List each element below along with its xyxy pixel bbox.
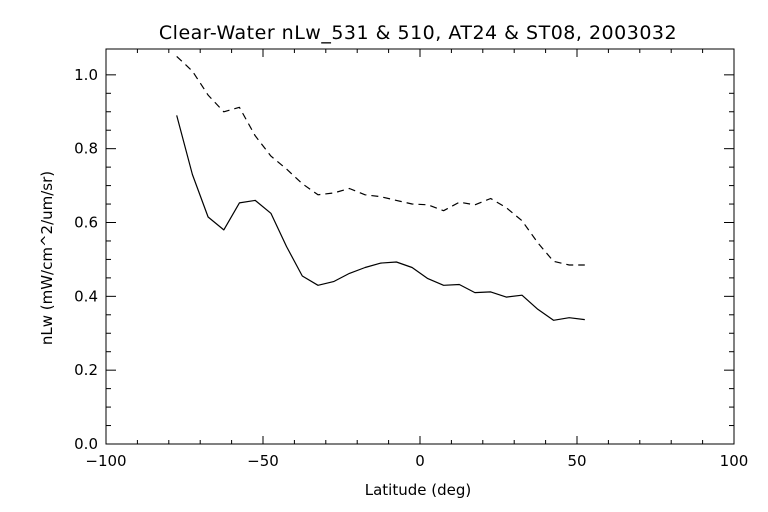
y-tick-label: 0.4 [74, 287, 98, 305]
series-line-solid [176, 115, 585, 321]
x-tick-label: −50 [247, 452, 279, 470]
x-tick-label: 100 [720, 452, 749, 470]
y-tick-label: 0.6 [74, 214, 98, 232]
y-tick-label: 0.0 [74, 435, 98, 453]
y-tick-label: 0.2 [74, 361, 98, 379]
x-tick-label: 50 [567, 452, 586, 470]
series-line-dashed [176, 55, 585, 266]
y-axis: 0.0 0.2 0.4 0.6 0.8 1.0 [74, 66, 734, 453]
x-axis-label: Latitude (deg) [365, 481, 471, 499]
y-tick-label: 1.0 [74, 66, 98, 84]
y-tick-label: 0.8 [74, 140, 98, 158]
chart-title: Clear-Water nLw_531 & 510, AT24 & ST08, … [159, 22, 677, 44]
plot-frame [105, 48, 735, 445]
series-layer [176, 55, 585, 321]
x-tick-label: 0 [415, 452, 425, 470]
x-tick-label: −100 [85, 452, 126, 470]
x-axis: −100 −50 0 50 100 [85, 49, 748, 470]
y-axis-label: nLw (mW/cm^2/um/sr) [38, 171, 56, 345]
